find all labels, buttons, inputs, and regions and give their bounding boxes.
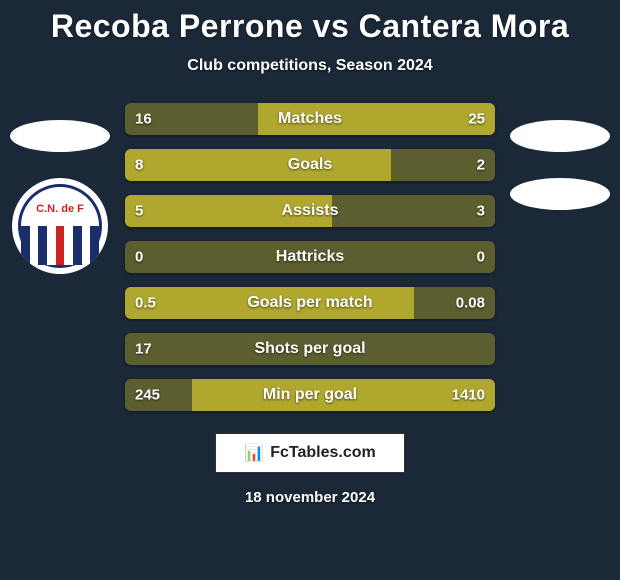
club-logo-ring-icon: C.N. de F <box>18 184 102 268</box>
bar-value-left: 245 <box>135 387 160 404</box>
date-line: 18 november 2024 <box>0 489 620 506</box>
source-badge: 📊 FcTables.com <box>215 433 405 473</box>
stat-bar: Shots per goal 17 <box>125 333 495 365</box>
stat-bar: Assists 5 3 <box>125 195 495 227</box>
club-logo-text: C.N. de F <box>36 203 84 215</box>
bar-value-left: 0 <box>135 249 143 266</box>
comparison-infographic: Recoba Perrone vs Cantera Mora Club comp… <box>0 0 620 580</box>
comparison-bars: Matches 16 25 Goals 8 2 Assists 5 3 Hattricks 0 0 Go… <box>125 103 495 411</box>
chart-icon: 📊 <box>244 443 264 463</box>
stat-bar: Hattricks 0 0 <box>125 241 495 273</box>
source-text: FcTables.com <box>270 444 376 462</box>
bar-value-left: 5 <box>135 203 143 220</box>
subtitle: Club competitions, Season 2024 <box>0 57 620 75</box>
player-left-placeholder-icon <box>10 120 110 152</box>
bar-value-right: 2 <box>477 157 485 174</box>
left-logos: C.N. de F <box>10 120 110 274</box>
bar-value-left: 8 <box>135 157 143 174</box>
club-right-placeholder-icon <box>510 178 610 210</box>
bar-label: Shots per goal <box>254 340 365 358</box>
player-right-placeholder-icon <box>510 120 610 152</box>
page-title: Recoba Perrone vs Cantera Mora <box>0 8 620 45</box>
bar-value-left: 16 <box>135 111 152 128</box>
bar-label: Min per goal <box>263 386 357 404</box>
bar-value-right: 1410 <box>452 387 485 404</box>
bar-value-left: 0.5 <box>135 295 156 312</box>
bar-label: Assists <box>282 202 339 220</box>
stat-bar: Min per goal 245 1410 <box>125 379 495 411</box>
bar-highlight-left <box>125 149 391 181</box>
bar-value-right: 0.08 <box>456 295 485 312</box>
club-logo-left: C.N. de F <box>12 178 108 274</box>
club-logo-stripes-icon <box>21 226 99 265</box>
bar-label: Goals <box>288 156 332 174</box>
bar-label: Goals per match <box>247 294 372 312</box>
bar-label: Hattricks <box>276 248 344 266</box>
bar-value-left: 17 <box>135 341 152 358</box>
bar-value-right: 3 <box>477 203 485 220</box>
bar-value-right: 25 <box>468 111 485 128</box>
right-logos <box>510 120 610 210</box>
bar-value-right: 0 <box>477 249 485 266</box>
bar-label: Matches <box>278 110 342 128</box>
stat-bar: Goals per match 0.5 0.08 <box>125 287 495 319</box>
stat-bar: Matches 16 25 <box>125 103 495 135</box>
stat-bar: Goals 8 2 <box>125 149 495 181</box>
